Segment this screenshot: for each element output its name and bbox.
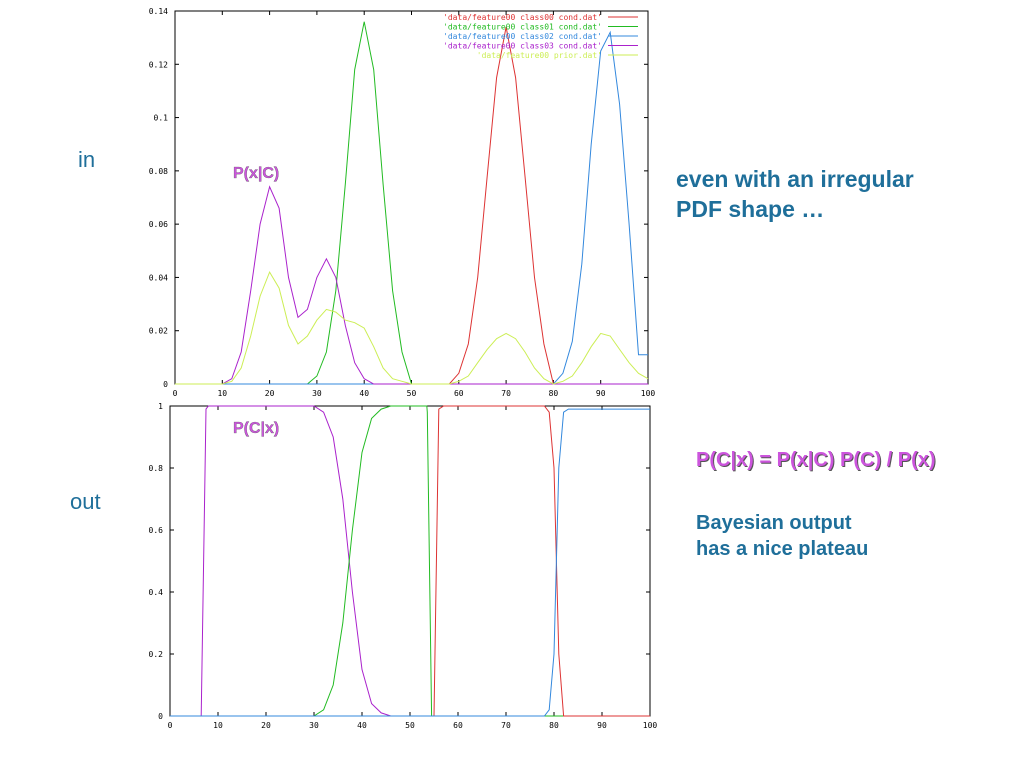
series-line-class01 <box>170 405 650 717</box>
y-tick-label: 0.2 <box>149 650 164 659</box>
y-tick-label: 0.14 <box>149 7 168 16</box>
y-tick-label: 0.04 <box>149 273 168 282</box>
x-tick-label: 50 <box>407 389 417 398</box>
y-tick-label: 0.02 <box>149 327 168 336</box>
top-plot: 0 10 20 30 40 50 60 70 80 90 100 0 0.02 0.04 0.06 0.08 0… <box>149 7 656 398</box>
x-tick-label: 100 <box>643 721 658 730</box>
y-tick-label: 1 <box>158 402 163 411</box>
x-tick-label: 90 <box>597 721 607 730</box>
series-line-class01 <box>175 21 648 385</box>
x-tick-label: 80 <box>549 389 559 398</box>
x-tick-label: 10 <box>217 389 227 398</box>
curve-label: P(x|C) <box>233 165 279 182</box>
curve-label: P(C|x) <box>233 420 279 437</box>
x-tick-label: 20 <box>261 721 271 730</box>
note-irregular-shape: even with an irregular PDF shape … <box>676 164 914 224</box>
note-top-line2: PDF shape … <box>676 196 825 222</box>
y-tick-label: 0.6 <box>149 526 164 535</box>
x-tick-label: 0 <box>168 721 173 730</box>
x-tick-label: 80 <box>549 721 559 730</box>
series-line-class00 <box>175 26 648 385</box>
x-tick-label: 90 <box>596 389 606 398</box>
y-tick-label: 0.8 <box>149 464 164 473</box>
y-tick-label: 0 <box>158 712 163 721</box>
legend-entry: 'data/feature00 class02 cond.dat' <box>443 32 602 41</box>
x-tick-label: 70 <box>501 721 511 730</box>
y-tick-label: 0 <box>163 380 168 389</box>
plot-frame <box>174 10 649 385</box>
legend-entry: 'data/feature00 prior.dat' <box>477 51 602 60</box>
note-top-line1: even with an irregular <box>676 166 914 192</box>
in-label: in <box>78 147 96 172</box>
y-tick-label: 0.4 <box>149 588 164 597</box>
x-tick-label: 50 <box>405 721 415 730</box>
y-tick-label: 0.08 <box>149 167 168 176</box>
x-tick-label: 60 <box>453 721 463 730</box>
legend-entry: 'data/feature00 class01 cond.dat' <box>443 23 602 32</box>
x-tick-label: 30 <box>309 721 319 730</box>
x-tick-label: 30 <box>312 389 322 398</box>
note-bottom-line2: has a nice plateau <box>696 538 869 560</box>
x-tick-label: 10 <box>213 721 223 730</box>
series-line-class02 <box>175 30 648 385</box>
bayes-formula: P(C|x) = P(x|C) P(C) / P(x) <box>696 449 936 471</box>
plot-frame <box>169 405 651 717</box>
legend-entry: 'data/feature00 class03 cond.dat' <box>443 42 602 51</box>
series-line-class03 <box>175 185 648 385</box>
y-tick-label: 0.1 <box>154 114 169 123</box>
note-plateau: Bayesian output has a nice plateau <box>696 510 868 562</box>
series-line-prior <box>175 270 649 385</box>
series-line-class00 <box>170 405 650 717</box>
series-line-class03 <box>170 405 650 717</box>
legend-entry: 'data/feature00 class00 cond.dat' <box>443 13 602 22</box>
x-tick-label: 100 <box>641 389 656 398</box>
out-label: out <box>70 489 101 514</box>
x-tick-label: 60 <box>454 389 464 398</box>
x-tick-label: 0 <box>173 389 178 398</box>
x-tick-label: 70 <box>501 389 511 398</box>
y-tick-label: 0.12 <box>149 60 168 69</box>
bottom-plot: 0 10 20 30 40 50 60 70 80 90 100 0 0.2 0.4 0.6 0.8 1 P(C|… <box>149 402 658 730</box>
x-tick-label: 20 <box>265 389 275 398</box>
y-tick-label: 0.06 <box>149 220 168 229</box>
note-bottom-line1: Bayesian output <box>696 512 852 534</box>
x-tick-label: 40 <box>359 389 369 398</box>
series-line-class02 <box>170 408 650 717</box>
x-tick-label: 40 <box>357 721 367 730</box>
